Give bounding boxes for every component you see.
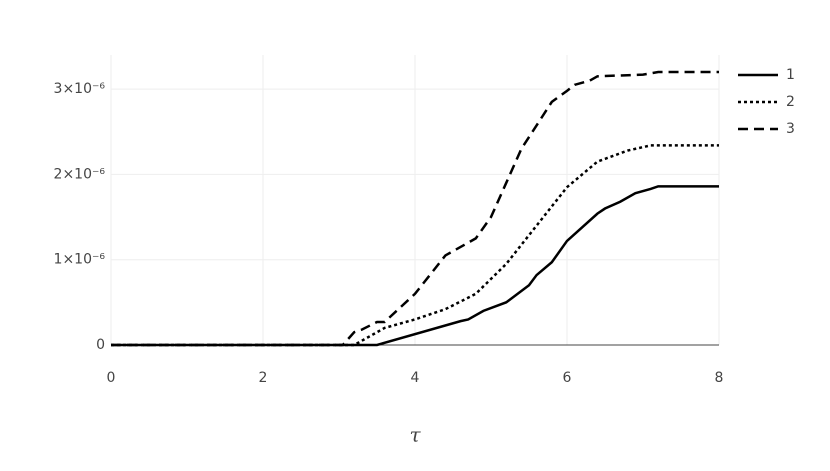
- x-tick-label: 2: [259, 370, 268, 386]
- y-tick-label: 2×10⁻⁶: [54, 166, 106, 182]
- line: [111, 70, 719, 347]
- line: [111, 144, 719, 347]
- y-tick-label: 1×10⁻⁶: [54, 252, 106, 268]
- y-tick-label: 3×10⁻⁶: [54, 81, 106, 97]
- y-tick-label: 0: [96, 337, 105, 353]
- x-tick-label: 6: [563, 370, 572, 386]
- x-tick-label: 4: [411, 370, 420, 386]
- x-tick-label: 8: [715, 370, 724, 386]
- legend-label: 2: [786, 94, 795, 110]
- legend-label: 3: [786, 121, 795, 137]
- x-tick-label: 0: [107, 370, 116, 386]
- line: [111, 185, 719, 347]
- legend-label: 1: [786, 67, 795, 83]
- x-axis-label: τ: [409, 423, 421, 447]
